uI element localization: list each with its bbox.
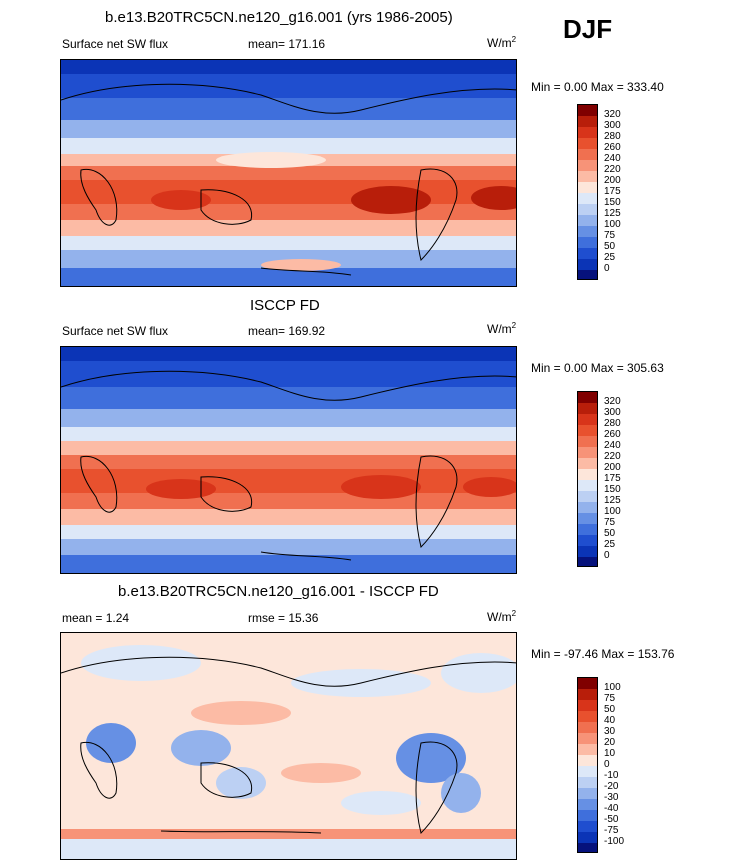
panel1-map-field	[61, 60, 516, 286]
panel3-colorbar-tick: 30	[604, 726, 616, 737]
panel2-colorbar-tick: 200	[604, 462, 621, 473]
panel3-colorbar-tick: 75	[604, 693, 616, 704]
panel3-colorbar-tick: -20	[604, 781, 619, 792]
panel2-colorbar-tick: 280	[604, 418, 621, 429]
panel1-colorbar-tick: 300	[604, 120, 621, 131]
panel2-colorbar-tick: 260	[604, 429, 621, 440]
panel1-colorbar-tick: 220	[604, 164, 621, 175]
panel1-left-label: Surface net SW flux	[62, 37, 169, 51]
panel2-title: ISCCP FD	[250, 297, 320, 314]
panel2-colorbar-tick: 0	[604, 550, 610, 561]
panel1-colorbar-tick: 50	[604, 241, 616, 252]
panel2-colorbar-tick: 125	[604, 495, 621, 506]
panel3-colorbar-tick: 100	[604, 682, 621, 693]
panel1-colorbar-tick: 75	[604, 230, 616, 241]
panel3-colorbar-tick: 50	[604, 704, 616, 715]
panel1-colorbar	[577, 104, 598, 280]
panel2-map	[60, 346, 517, 574]
panel2-units: W/m2	[487, 321, 517, 336]
panel2-map-field	[61, 347, 516, 573]
panel1-colorbar-tick: 25	[604, 252, 616, 263]
panel3-colorbar-tick: -75	[604, 825, 619, 836]
panel2-colorbar	[577, 391, 598, 567]
panel3-left-label: mean = 1.24	[62, 611, 130, 625]
panel2-minmax: Min = 0.00 Max = 305.63	[531, 361, 664, 375]
panel2-colorbar-tick: 150	[604, 484, 621, 495]
panel3-map-field	[61, 633, 516, 859]
panel3-colorbar-tick: 20	[604, 737, 616, 748]
panel3-colorbar-tick: -30	[604, 792, 619, 803]
panel1-colorbar-tick: 200	[604, 175, 621, 186]
panel3-title: b.e13.B20TRC5CN.ne120_g16.001 - ISCCP FD	[118, 583, 439, 600]
panel1-colorbar-tick: 260	[604, 142, 621, 153]
panel3-colorbar-tick: -50	[604, 814, 619, 825]
panel1-title: b.e13.B20TRC5CN.ne120_g16.001 (yrs 1986-…	[105, 9, 453, 26]
panel2-colorbar-tick: 320	[604, 396, 621, 407]
panel2-colorbar-tick: 100	[604, 506, 621, 517]
panel2-colorbar-tick: 75	[604, 517, 616, 528]
panel2-colorbar-tick: 220	[604, 451, 621, 462]
panel3-colorbar-tick: 10	[604, 748, 616, 759]
panel1-colorbar-tick: 0	[604, 263, 610, 274]
panel3-colorbar	[577, 677, 598, 853]
panel2-left-label: Surface net SW flux	[62, 324, 169, 338]
panel1-center-label: mean= 171.16	[248, 37, 326, 51]
panel3-colorbar-tick: 0	[604, 759, 610, 770]
panel1-colorbar-tick: 320	[604, 109, 621, 120]
panel3-colorbar-tick: 40	[604, 715, 616, 726]
panel1-colorbar-tick: 240	[604, 153, 621, 164]
panel2-center-label: mean= 169.92	[248, 324, 326, 338]
panel1-colorbar-tick: 100	[604, 219, 621, 230]
season-label: DJF	[563, 14, 613, 44]
panel3-center-label: rmse = 15.36	[248, 611, 319, 625]
panel1-map	[60, 59, 517, 287]
panel3-colorbar-tick: -40	[604, 803, 619, 814]
panel2-colorbar-tick: 25	[604, 539, 616, 550]
panel2-colorbar-tick: 50	[604, 528, 616, 539]
panel1-colorbar-tick: 280	[604, 131, 621, 142]
panel3-colorbar-tick: -10	[604, 770, 619, 781]
panel2-colorbar-tick: 175	[604, 473, 621, 484]
panel1-units: W/m2	[487, 35, 517, 50]
panel2-colorbar-tick: 300	[604, 407, 621, 418]
panel3-map	[60, 632, 517, 860]
panel1-colorbar-tick: 125	[604, 208, 621, 219]
panel1-colorbar-tick: 150	[604, 197, 621, 208]
panel3-units: W/m2	[487, 609, 517, 624]
panel3-colorbar-tick: -100	[604, 836, 625, 847]
panel1-colorbar-tick: 175	[604, 186, 621, 197]
panel1-minmax: Min = 0.00 Max = 333.40	[531, 80, 664, 94]
panel3-minmax: Min = -97.46 Max = 153.76	[531, 647, 675, 661]
panel2-colorbar-tick: 240	[604, 440, 621, 451]
